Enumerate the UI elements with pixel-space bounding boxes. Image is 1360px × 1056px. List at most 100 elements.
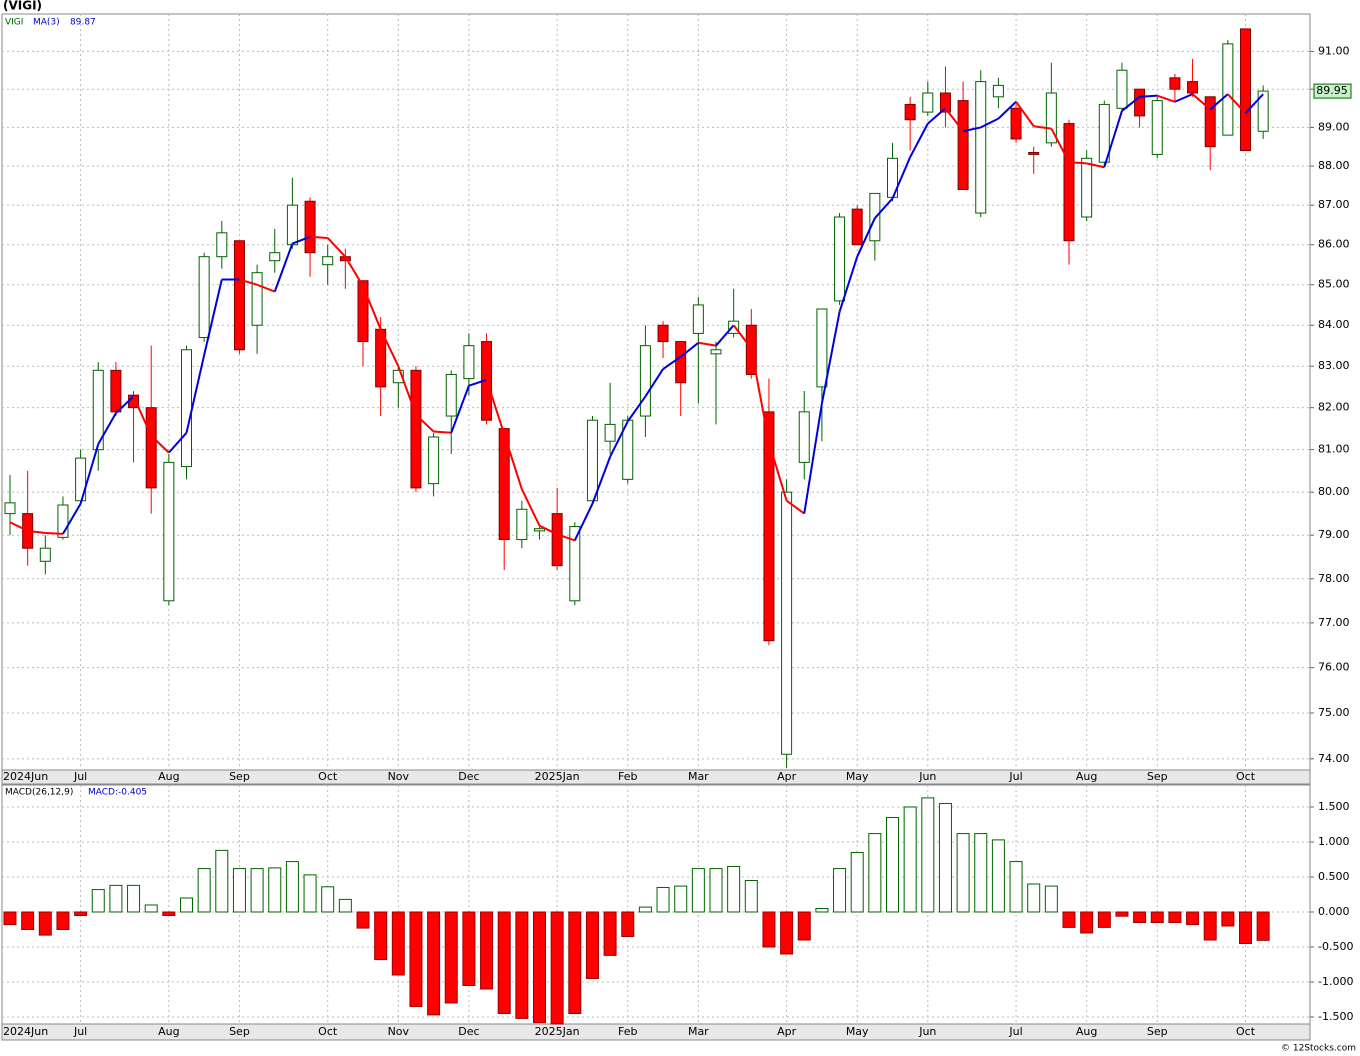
macd-bar bbox=[656, 886, 670, 913]
candle-body bbox=[763, 411, 775, 642]
y-tick-label: 75.00 bbox=[1318, 706, 1350, 719]
macd-bar bbox=[444, 911, 458, 1004]
y-tick-label: 91.00 bbox=[1318, 44, 1350, 57]
x-tick-label: 2025Jan bbox=[535, 1025, 580, 1038]
macd-bar bbox=[1168, 911, 1182, 923]
ma-segment bbox=[820, 311, 841, 404]
x-tick-label: Sep bbox=[1147, 1025, 1168, 1038]
ma-segment bbox=[838, 256, 859, 313]
x-tick-label: Dec bbox=[458, 770, 479, 783]
candle-body bbox=[392, 369, 404, 384]
candle-body bbox=[357, 280, 369, 343]
ma-segment bbox=[1174, 93, 1193, 103]
macd-bar bbox=[1203, 911, 1217, 941]
ma-segment bbox=[450, 385, 470, 434]
candle-body bbox=[586, 419, 598, 502]
macd-bar bbox=[180, 897, 193, 913]
candle-body bbox=[428, 436, 440, 485]
macd-bar bbox=[1186, 911, 1200, 926]
x-tick-label: Feb bbox=[618, 770, 637, 783]
x-tick-label: Oct bbox=[318, 1025, 338, 1038]
macd-bar bbox=[1133, 911, 1147, 923]
macd-bar bbox=[833, 868, 847, 913]
macd-bar bbox=[1080, 911, 1094, 934]
candle-body bbox=[957, 100, 969, 190]
ma-segment bbox=[909, 123, 929, 158]
x-tick-label: Oct bbox=[1236, 770, 1256, 783]
candle-body bbox=[992, 84, 1004, 98]
candle-body bbox=[922, 92, 934, 113]
ma-segment bbox=[662, 355, 682, 370]
x-tick-label: Sep bbox=[229, 770, 250, 783]
x-tick-label: Sep bbox=[1147, 770, 1168, 783]
macd-bar bbox=[497, 911, 511, 1014]
macd-bar bbox=[1115, 911, 1129, 917]
macd-bar bbox=[162, 911, 176, 916]
macd-bar bbox=[585, 911, 599, 979]
macd-bar bbox=[91, 889, 105, 913]
ma-segment bbox=[556, 533, 576, 542]
y-tick-label: -1.000 bbox=[1318, 975, 1353, 988]
macd-bar bbox=[621, 911, 635, 937]
ma-segment bbox=[715, 324, 735, 347]
y-tick-label: 78.00 bbox=[1318, 572, 1350, 585]
ma-segment bbox=[1086, 162, 1105, 169]
last-price-label: 89.95 bbox=[1316, 84, 1348, 97]
candle-body bbox=[781, 491, 793, 755]
ma-segment bbox=[891, 156, 912, 199]
macd-bar bbox=[1097, 911, 1111, 928]
candle-body bbox=[692, 304, 704, 334]
macd-bar bbox=[903, 806, 917, 913]
x-tick-label: Sep bbox=[229, 1025, 250, 1038]
chart-title: (VIGI) bbox=[3, 0, 42, 13]
ma-segment bbox=[168, 432, 188, 454]
ma-segment bbox=[132, 396, 153, 437]
ma-segment bbox=[485, 379, 506, 435]
ma-segment bbox=[1121, 96, 1141, 112]
ma-segment bbox=[1068, 161, 1087, 165]
macd-bar bbox=[268, 867, 282, 913]
ma-segment bbox=[468, 378, 487, 387]
ma-segment bbox=[239, 278, 258, 286]
macd-bar bbox=[338, 898, 352, 913]
candle-body bbox=[92, 369, 104, 451]
ma-segment bbox=[1244, 93, 1264, 114]
macd-bar bbox=[603, 911, 617, 956]
ma-segment bbox=[980, 117, 999, 129]
x-tick-label: 2025Jan bbox=[535, 770, 580, 783]
legend-symbol: VIGI bbox=[5, 18, 23, 28]
x-tick-label: Jul bbox=[73, 1025, 87, 1038]
candle-body bbox=[1063, 123, 1075, 242]
macd-bar bbox=[462, 911, 476, 986]
y-tick-label: 1.000 bbox=[1318, 835, 1350, 848]
macd-bar bbox=[1256, 911, 1270, 941]
candle-body bbox=[463, 345, 475, 380]
x-tick-label: 2024Jun bbox=[3, 1025, 48, 1038]
ma-segment bbox=[79, 443, 100, 505]
macd-bar bbox=[3, 911, 17, 926]
macd-bar bbox=[1221, 911, 1235, 927]
macd-bar bbox=[356, 911, 370, 929]
macd-bar bbox=[303, 874, 317, 913]
y-tick-label: 79.00 bbox=[1318, 528, 1350, 541]
x-tick-label: Apr bbox=[777, 1025, 797, 1038]
candle-body bbox=[816, 308, 828, 388]
macd-bar bbox=[1062, 911, 1076, 928]
ma-segment bbox=[150, 435, 170, 454]
candle-body bbox=[1257, 90, 1269, 132]
x-tick-label: May bbox=[846, 1025, 869, 1038]
macd-bar bbox=[674, 885, 688, 913]
candle-body bbox=[1204, 96, 1216, 148]
macd-bar bbox=[938, 802, 952, 913]
x-tick-label: Jul bbox=[1008, 770, 1022, 783]
macd-bar bbox=[480, 911, 494, 990]
x-tick-label: Aug bbox=[158, 770, 179, 783]
ma-segment bbox=[273, 243, 294, 292]
x-tick-label: Mar bbox=[688, 1025, 709, 1038]
ma-segment bbox=[573, 503, 594, 541]
y-tick-label: 88.00 bbox=[1318, 159, 1350, 172]
ma-segment bbox=[9, 521, 29, 532]
ma-segment bbox=[309, 235, 328, 239]
ma-segment bbox=[609, 421, 629, 458]
